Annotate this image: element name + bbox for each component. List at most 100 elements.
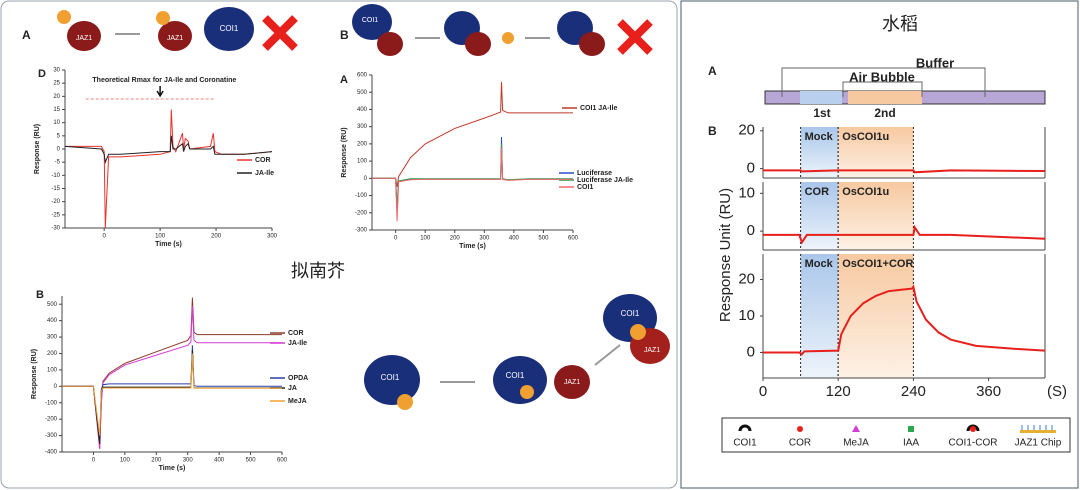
region xyxy=(800,254,839,378)
panel-label: A xyxy=(708,64,717,78)
y-tick-label: 0 xyxy=(57,147,61,153)
protein-label: COI1 xyxy=(362,17,378,24)
x-tick-label: 400 xyxy=(214,458,225,464)
legend-box xyxy=(721,417,1071,453)
label: Air Bubble xyxy=(849,69,915,84)
protein xyxy=(67,21,101,51)
region xyxy=(838,182,914,250)
protein xyxy=(364,355,420,405)
x-tick-label: 600 xyxy=(568,236,579,242)
y-tick-label: 10 xyxy=(738,184,755,201)
legend-label: COI1 xyxy=(733,438,757,449)
protein-label: JAZ1 xyxy=(564,379,580,386)
y-tick-label: 300 xyxy=(357,124,368,130)
y-axis-label: Response (RU) xyxy=(31,349,38,399)
region xyxy=(800,127,839,178)
protein xyxy=(158,21,192,51)
cross xyxy=(617,19,653,55)
bracket xyxy=(781,67,986,97)
y-tick-label: 400 xyxy=(47,318,58,324)
y-tick-label: -5 xyxy=(55,160,61,166)
y-tick-label: 400 xyxy=(357,107,368,113)
icon xyxy=(1020,430,1056,433)
panel-label: B xyxy=(36,289,44,301)
protein-label: COI1 xyxy=(381,373,400,382)
panel-label: B xyxy=(708,124,717,138)
legend-label: IAA xyxy=(903,438,919,449)
legend-label: OPDA xyxy=(288,375,308,382)
chart: -300 -200 -100 0 100 200 300 400 500 600 0 100 200 30… xyxy=(341,73,633,250)
legend-label: COI1 JA-Ile xyxy=(580,105,617,112)
legend-label: COR xyxy=(255,157,271,164)
protein xyxy=(465,32,491,56)
y-tick-label: 5 xyxy=(57,133,61,139)
x-axis-label: Time (s) xyxy=(459,243,486,250)
y-tick-label: -400 xyxy=(45,450,58,456)
ligand xyxy=(57,10,71,24)
legend xyxy=(721,417,1071,453)
y-tick-label: -30 xyxy=(51,226,60,232)
cross xyxy=(262,15,298,51)
y-axis-label: Response (RU) xyxy=(341,127,348,177)
y-tick-label: 200 xyxy=(357,141,368,147)
icon xyxy=(908,426,914,432)
panel-label: B xyxy=(340,28,349,42)
ligand xyxy=(630,324,646,340)
chart: -400 -300 -200 -100 0 100 200 300 400 500 0 100 200 3… xyxy=(31,296,308,472)
x-tick-label: 500 xyxy=(538,236,549,242)
y-tick-label: -20 xyxy=(51,199,60,205)
x-tick-label: 300 xyxy=(479,236,490,242)
y-tick-label: -100 xyxy=(45,400,58,406)
x-tick-label: 200 xyxy=(450,236,461,242)
protein-label: COI1 xyxy=(621,309,640,318)
x-axis-label: Time (s) xyxy=(155,241,182,248)
segment xyxy=(800,91,842,104)
y-tick-label: 500 xyxy=(357,90,368,96)
arrow xyxy=(594,344,621,366)
label: Buffer xyxy=(916,55,954,70)
y-tick-label: 200 xyxy=(47,351,58,357)
y-tick-label: -200 xyxy=(355,210,368,216)
region xyxy=(838,254,914,378)
annotation: Theoretical Rmax for JA-Ile and Coronati… xyxy=(92,77,236,84)
region-label: OsCOI1+COR xyxy=(842,258,913,270)
x-tick-label: 0 xyxy=(92,458,96,464)
ligand xyxy=(520,385,534,399)
y-tick-label: 500 xyxy=(47,302,58,308)
x-axis-label: (S) xyxy=(1047,383,1067,400)
y-tick-label: 300 xyxy=(47,335,58,341)
y-tick-label: 0 xyxy=(747,343,755,360)
panel-label: A xyxy=(22,28,31,42)
series-line xyxy=(763,169,1046,174)
segment xyxy=(848,91,922,104)
region-label: Mock xyxy=(805,131,834,143)
legend-label: MeJA xyxy=(843,438,869,449)
region-label: COR xyxy=(805,186,830,198)
legend-label: JA-Ile xyxy=(288,340,307,347)
region-label: Mock xyxy=(805,258,834,270)
icon xyxy=(852,425,860,432)
series-line xyxy=(763,284,1046,356)
x-tick-label: 200 xyxy=(151,458,162,464)
panel-label: A xyxy=(340,74,348,86)
protein-label: JAZ1 xyxy=(644,347,660,354)
legend-label: COI1-COR xyxy=(949,438,998,449)
protein-label: COI1 xyxy=(220,24,239,33)
chart: Mock OsCOI1u 0 20 xyxy=(738,122,1046,179)
chart: Mock OsCOI1+COR 0 10 20 0 120 240 360 (S) xyxy=(738,254,1067,400)
x-tick-label: 120 xyxy=(826,383,851,400)
legend-label: Luciferase JA-Ile xyxy=(577,177,633,184)
y-tick-label: -300 xyxy=(355,228,368,234)
x-axis-label: Time (s) xyxy=(159,465,186,472)
region-label: OsCOI1u xyxy=(842,131,889,143)
y-tick-label: -100 xyxy=(355,193,368,199)
icon xyxy=(797,426,803,432)
legend-label: JA xyxy=(288,385,297,392)
series-line xyxy=(64,135,273,165)
label: 1st xyxy=(813,106,830,120)
arrow xyxy=(156,86,164,98)
series-line xyxy=(372,147,573,222)
x-tick-label: 360 xyxy=(976,383,1001,400)
y-tick-label: 600 xyxy=(357,73,368,79)
x-tick-label: 240 xyxy=(901,383,926,400)
